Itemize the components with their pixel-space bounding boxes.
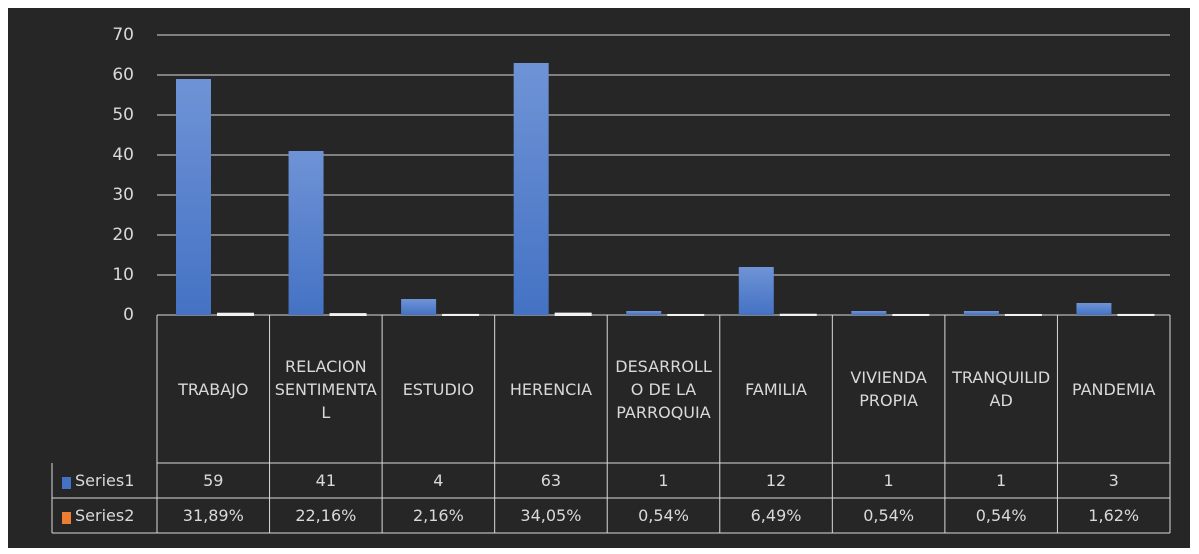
y-tick-label: 50 (112, 105, 134, 125)
data-table-value: 2,16% (412, 506, 464, 525)
y-tick-label: 10 (112, 265, 134, 285)
data-table-value: 4 (433, 471, 444, 490)
y-tick-label: 40 (112, 145, 134, 165)
data-table-value: 63 (540, 471, 562, 490)
bar (176, 79, 211, 315)
data-table-value: 0,54% (863, 506, 915, 525)
bar (554, 312, 592, 317)
y-tick-label: 20 (112, 225, 134, 245)
bar (401, 299, 437, 315)
data-table-value: 0,54% (975, 506, 1027, 525)
x-tick-label: HERENCIA (509, 379, 593, 399)
bar (963, 311, 999, 315)
x-tick-label: DESARROLLO DE LA PARROQUIA (615, 356, 712, 422)
y-tick-label: 60 (112, 65, 134, 85)
x-tick-label: ESTUDIO (402, 379, 475, 399)
data-table-value: 0,54% (638, 506, 689, 525)
legend-marker (62, 477, 71, 489)
x-tick-label: PANDEMIA (1071, 379, 1156, 399)
data-table-value: 34,05% (520, 506, 582, 525)
bar (738, 267, 774, 315)
bar (217, 312, 254, 316)
legend-label: Series1 (75, 471, 135, 490)
bar (513, 63, 549, 315)
x-tick-label: RELACION SENTIMENTAL (274, 356, 377, 422)
data-table-value: 1 (658, 471, 669, 490)
data-table-value: 59 (203, 471, 224, 490)
data-table-value: 1,62% (1088, 506, 1140, 525)
x-tick-label: FAMILIA (745, 379, 807, 399)
y-tick-label: 30 (112, 185, 134, 205)
data-table-value: 1 (996, 471, 1007, 490)
legend-marker (62, 512, 71, 524)
bar (851, 311, 887, 315)
data-table-value: 3 (1108, 471, 1119, 490)
data-table-value: 6,49% (750, 506, 802, 525)
x-tick-label: VIVIENDA PROPIA (850, 368, 927, 410)
y-tick-label: 0 (123, 305, 134, 325)
bar (329, 313, 367, 316)
bar (1076, 303, 1112, 315)
data-table-value: 31,89% (182, 506, 244, 525)
x-tick-label: TRABAJO (178, 379, 249, 399)
y-tick-label: 70 (112, 25, 134, 45)
data-table-value: 22,16% (295, 506, 357, 525)
data-table-value: 1 (883, 471, 894, 490)
data-table-value: 41 (315, 471, 336, 490)
legend-label: Series2 (75, 506, 135, 525)
x-tick-label: TRANQUILIDAD (952, 368, 1051, 410)
bar (288, 151, 324, 315)
data-table-value: 12 (765, 471, 787, 490)
bar (626, 311, 662, 315)
